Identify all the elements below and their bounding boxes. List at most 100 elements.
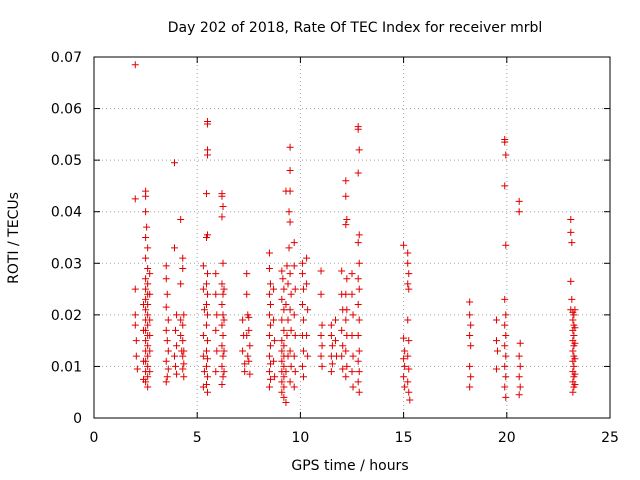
data-point [339, 365, 347, 373]
data-point [219, 352, 227, 360]
data-point [177, 215, 185, 223]
data-point [401, 347, 409, 355]
data-point [177, 331, 185, 339]
data-point [355, 231, 363, 239]
data-point [243, 331, 251, 339]
data-point [501, 321, 509, 329]
x-tick-label: 25 [601, 430, 619, 446]
data-point [349, 311, 357, 319]
data-point [278, 337, 286, 345]
data-point [286, 218, 294, 226]
data-point [142, 192, 150, 200]
data-point [401, 362, 409, 370]
data-point [571, 306, 579, 314]
data-point [331, 316, 339, 324]
data-point [286, 270, 294, 278]
data-point [567, 228, 575, 236]
data-point [179, 337, 187, 345]
x-tick-label: 15 [395, 430, 413, 446]
data-point [200, 306, 208, 314]
data-point [202, 321, 210, 329]
data-point [204, 355, 212, 363]
data-point [142, 254, 150, 262]
data-point [199, 352, 207, 360]
data-point [180, 373, 188, 381]
x-tick-label: 20 [498, 430, 516, 446]
data-point [202, 362, 210, 370]
data-point [179, 254, 187, 262]
data-point [342, 192, 350, 200]
data-point [146, 316, 154, 324]
data-point [298, 270, 306, 278]
data-point [162, 357, 170, 365]
data-point [355, 368, 363, 376]
data-point [338, 326, 346, 334]
data-point [142, 295, 150, 303]
data-point [515, 197, 523, 205]
data-point [405, 285, 413, 293]
data-point [339, 342, 347, 350]
data-points [131, 61, 579, 407]
data-point [146, 290, 154, 298]
data-point [131, 321, 139, 329]
data-point [570, 311, 578, 319]
data-point [213, 347, 221, 355]
data-point [265, 264, 273, 272]
data-point [400, 241, 408, 249]
data-point [143, 223, 151, 231]
data-point [173, 311, 181, 319]
data-point [146, 270, 154, 278]
data-point [142, 337, 150, 345]
data-point [404, 316, 412, 324]
data-point [162, 275, 170, 283]
data-point [355, 285, 363, 293]
data-point [502, 311, 510, 319]
data-point [278, 347, 286, 355]
y-axis-label: ROTI / TECUs [6, 192, 22, 284]
data-point [355, 146, 363, 154]
data-point [265, 368, 273, 376]
data-point [204, 311, 212, 319]
data-point [271, 373, 279, 381]
data-point [282, 368, 290, 376]
data-point [571, 339, 579, 347]
data-point [170, 244, 178, 252]
data-point [144, 244, 152, 252]
data-point [338, 352, 346, 360]
data-point [218, 362, 226, 370]
data-point [244, 352, 252, 360]
data-point [318, 362, 326, 370]
data-point [132, 337, 140, 345]
data-point [400, 334, 408, 342]
data-point [569, 316, 577, 324]
data-point [140, 357, 148, 365]
data-point [349, 383, 357, 391]
data-point [177, 316, 185, 324]
data-point [212, 270, 220, 278]
data-point [404, 378, 412, 386]
data-point [502, 352, 510, 360]
data-point [299, 347, 307, 355]
data-point [179, 365, 187, 373]
data-point [355, 316, 363, 324]
data-point [501, 342, 509, 350]
data-point [502, 393, 510, 401]
data-point [287, 290, 295, 298]
data-point [280, 362, 288, 370]
data-point [204, 151, 212, 159]
data-point [291, 285, 299, 293]
data-point [516, 383, 524, 391]
data-point [342, 373, 350, 381]
data-point [492, 337, 500, 345]
data-point [219, 203, 227, 211]
data-point [404, 352, 412, 360]
y-tick-label: 0.07 [51, 50, 82, 66]
data-point [317, 331, 325, 339]
data-point [204, 120, 212, 128]
x-tick-label: 10 [291, 430, 309, 446]
data-point [299, 285, 307, 293]
plot-frame [93, 56, 611, 419]
data-point [280, 306, 288, 314]
data-point [144, 383, 152, 391]
